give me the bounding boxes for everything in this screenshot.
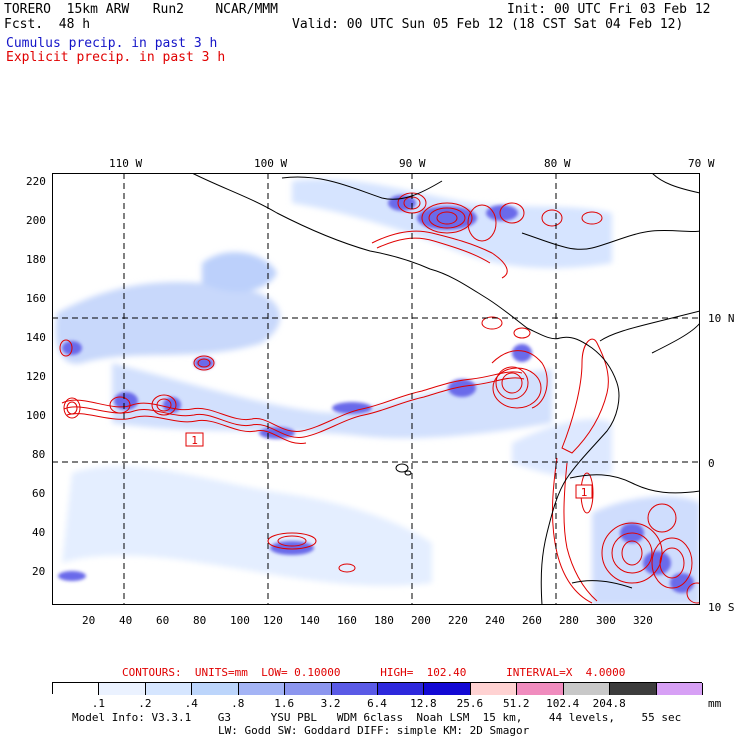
explicit-precip-contours bbox=[59, 192, 700, 604]
legend-color-cell bbox=[192, 683, 239, 695]
label-box-2: 1 bbox=[575, 484, 593, 499]
legend-color-cell bbox=[331, 683, 378, 695]
lon-label-70w: 70 W bbox=[688, 157, 715, 170]
y-tick: 180 bbox=[26, 253, 46, 266]
x-tick: 180 bbox=[374, 614, 394, 627]
legend-color-cell bbox=[470, 683, 518, 695]
lat-label-10s: 10 S bbox=[708, 601, 735, 614]
precip-map: 1 1 bbox=[52, 173, 700, 605]
lon-label-80w: 80 W bbox=[544, 157, 571, 170]
cumulus-label: Cumulus precip. in past 3 h bbox=[6, 36, 218, 51]
y-tick: 160 bbox=[26, 292, 46, 305]
legend-level-label: .1 bbox=[91, 697, 106, 710]
x-tick: 80 bbox=[193, 614, 207, 627]
lon-label-110w: 110 W bbox=[109, 157, 143, 170]
legend-level-label: .8 bbox=[231, 697, 245, 710]
x-tick: 320 bbox=[633, 614, 653, 627]
cumulus-light-shading bbox=[55, 179, 700, 605]
init-time: Init: 00 UTC Fri 03 Feb 12 bbox=[507, 2, 711, 17]
forecast-hour: Fcst. 48 h bbox=[4, 17, 91, 32]
x-tick: 280 bbox=[559, 614, 579, 627]
legend-level-label: 204.8 bbox=[592, 697, 626, 710]
explicit-label: Explicit precip. in past 3 h bbox=[6, 50, 226, 65]
y-tick: 200 bbox=[26, 214, 46, 227]
model-title: TORERO 15km ARW Run2 NCAR/MMM bbox=[4, 2, 278, 17]
coastline bbox=[191, 173, 700, 605]
x-tick: 220 bbox=[448, 614, 468, 627]
y-tick: 140 bbox=[26, 331, 46, 344]
legend-level-label: 51.2 bbox=[503, 697, 530, 710]
lon-label-100w: 100 W bbox=[254, 157, 288, 170]
valid-time: Valid: 00 UTC Sun 05 Feb 12 (18 CST Sat … bbox=[292, 17, 684, 32]
y-tick: 120 bbox=[26, 370, 46, 383]
legend-color-cell bbox=[656, 683, 703, 695]
legend-color-cell bbox=[563, 683, 611, 695]
legend-level-label: 12.8 bbox=[410, 697, 437, 710]
x-tick: 40 bbox=[119, 614, 133, 627]
legend-color-cell bbox=[99, 683, 146, 695]
legend-level-label: 102.4 bbox=[546, 697, 580, 710]
legend-color-cell bbox=[378, 683, 425, 695]
lat-label-0: 0 bbox=[708, 457, 715, 470]
legend-color-cell bbox=[238, 683, 286, 695]
x-tick: 160 bbox=[337, 614, 357, 627]
legend-color-cell bbox=[145, 683, 193, 695]
y-tick: 60 bbox=[32, 487, 46, 500]
contours-info: CONTOURS: UNITS=mm LOW= 0.10000 HIGH= 10… bbox=[122, 666, 626, 679]
label-box-1: 1 bbox=[185, 432, 204, 447]
y-tick: 220 bbox=[26, 175, 46, 188]
x-tick: 120 bbox=[263, 614, 283, 627]
legend-color-cell bbox=[424, 683, 471, 695]
legend-level-label: 3.2 bbox=[320, 697, 341, 710]
color-legend-bar bbox=[52, 682, 703, 695]
legend-level-label: 6.4 bbox=[367, 697, 387, 710]
legend-color-cell bbox=[517, 683, 564, 695]
x-tick: 260 bbox=[522, 614, 542, 627]
legend-color-cell bbox=[610, 683, 657, 695]
x-tick: 100 bbox=[230, 614, 250, 627]
x-tick: 240 bbox=[485, 614, 505, 627]
legend-level-label: 25.6 bbox=[456, 697, 484, 710]
legend-level-label: 1.6 bbox=[274, 697, 295, 710]
x-tick: 60 bbox=[156, 614, 170, 627]
y-tick: 20 bbox=[32, 565, 46, 578]
model-info: Model Info: V3.3.1 G3 YSU PBL WDM 6class… bbox=[72, 711, 682, 724]
physics-info: LW: Godd SW: Goddard DIFF: simple KM: 2D… bbox=[218, 724, 530, 737]
legend-color-cell bbox=[285, 683, 332, 695]
y-tick: 100 bbox=[26, 409, 46, 422]
lat-lon-grid bbox=[52, 173, 700, 605]
legend-units: mm bbox=[708, 697, 722, 710]
x-tick: 140 bbox=[300, 614, 320, 627]
legend-color-cell bbox=[53, 683, 100, 695]
map-frame bbox=[52, 173, 700, 605]
box-label: 1 bbox=[191, 434, 198, 447]
x-tick: 200 bbox=[411, 614, 431, 627]
x-tick: 20 bbox=[82, 614, 96, 627]
y-tick: 80 bbox=[32, 448, 46, 461]
lat-label-10n: 10 N bbox=[708, 312, 735, 325]
lon-label-90w: 90 W bbox=[399, 157, 426, 170]
x-tick: 300 bbox=[596, 614, 616, 627]
y-tick: 40 bbox=[32, 526, 46, 539]
legend-level-label: .2 bbox=[138, 697, 152, 710]
legend-level-label: .4 bbox=[184, 697, 198, 710]
box-label: 1 bbox=[581, 486, 588, 499]
